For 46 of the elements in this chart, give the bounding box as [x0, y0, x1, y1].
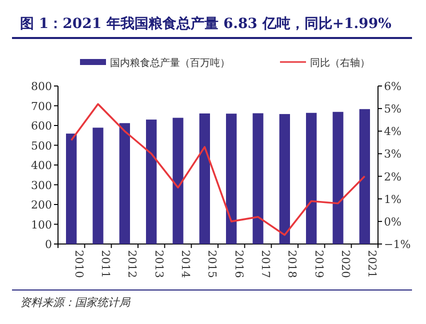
bar [226, 114, 237, 244]
bar [332, 112, 344, 244]
y-tick-label: 500 [31, 139, 52, 152]
text: 资料来源：国家统计局 [20, 296, 131, 309]
bar [359, 109, 370, 244]
x-tick-label: 2011 [99, 250, 112, 278]
x-tick-label: 2017 [259, 250, 272, 278]
line-series [70, 103, 366, 236]
y2-tick-label: 6% [384, 80, 402, 93]
bar [306, 112, 317, 244]
x-tick-label: 2012 [126, 250, 139, 278]
bar [172, 118, 184, 244]
y2-tick-label: 1% [384, 192, 402, 206]
bar [252, 113, 264, 244]
bar [92, 128, 104, 244]
x-tick-label: 2013 [152, 250, 166, 278]
x-tick-label: 2014 [179, 250, 192, 278]
x-tick-label: 2021 [366, 250, 379, 278]
chart-title: 图 1：2021 年我国粮食总产量 6.83 亿吨，同比+1.99% [20, 15, 392, 32]
x-tick-label: 2010 [72, 250, 86, 278]
y2-tick-label: 0% [384, 215, 402, 228]
y-tick-label: 400 [31, 159, 52, 172]
bar [199, 113, 210, 244]
y2-tick-label: 5% [384, 102, 402, 116]
y2-tick-label: −1% [384, 238, 411, 251]
y2-tick-label: 4% [384, 125, 402, 138]
y-tick-label: 100 [31, 218, 52, 232]
bar [119, 123, 130, 244]
y2-tick-label: 3% [384, 148, 402, 161]
y-tick-label: 600 [31, 120, 52, 132]
y-tick-label: 300 [31, 178, 52, 192]
y2-tick-label: 2% [384, 170, 402, 184]
bar [146, 120, 157, 244]
bar [279, 114, 290, 244]
y-tick-label: 700 [31, 100, 52, 113]
y-tick-label: 200 [31, 198, 52, 212]
bar [66, 134, 77, 244]
x-tick-label: 2019 [312, 250, 326, 278]
y-tick-label: 0 [45, 238, 52, 251]
legend-label: 同比（右轴） [310, 57, 370, 69]
x-tick-label: 2018 [286, 250, 299, 278]
legend-label: 国内粮食总产量（百万吨） [110, 57, 230, 69]
x-tick-label: 2015 [206, 250, 219, 278]
x-tick-label: 2016 [232, 250, 246, 278]
y-tick-label: 800 [31, 80, 52, 93]
x-tick-label: 2020 [339, 250, 352, 278]
